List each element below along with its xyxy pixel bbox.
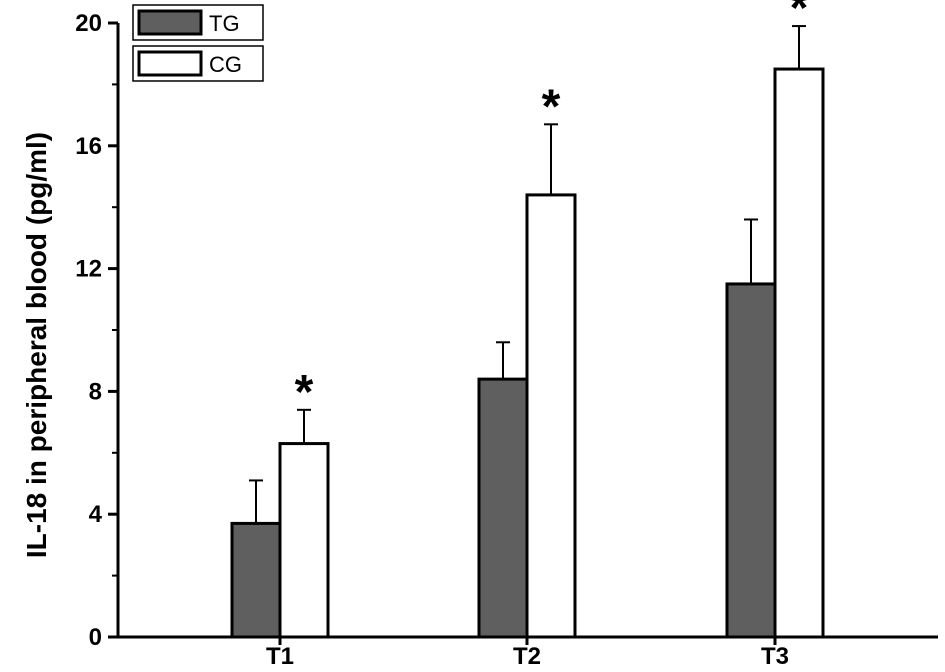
bars [230,67,825,639]
legend-label-tg: TG [209,11,240,36]
legend-swatch-tg [137,9,203,36]
bar-cg-t2 [525,193,577,639]
error-bars [249,25,806,524]
y-axis-label: IL-18 in peripheral blood (pg/ml) [21,132,52,558]
y-tick-label: 12 [75,256,102,283]
x-tick-label: T3 [761,643,789,667]
significance-asterisk: * [542,80,561,133]
bar-cg-t1 [278,442,330,639]
significance-asterisk: * [790,0,809,35]
legend-label-cg: CG [209,52,242,77]
legend: TG CG [132,4,264,82]
y-tick-label: 16 [75,133,102,160]
y-tick-label: 8 [89,378,102,405]
y-tick-label: 0 [89,624,102,651]
y-tick-label: 20 [75,10,102,37]
x-tick-label: T1 [266,643,294,667]
x-tick-label: T2 [513,643,541,667]
y-tick-label: 4 [89,501,103,528]
bar-cg-t3 [773,67,825,639]
significance-marks: * * * [295,0,809,419]
bar-tg-t3 [725,282,777,639]
legend-swatch-cg [137,50,203,77]
bar-tg-t2 [477,377,529,639]
significance-asterisk: * [295,366,314,419]
bar-tg-t1 [230,521,282,639]
